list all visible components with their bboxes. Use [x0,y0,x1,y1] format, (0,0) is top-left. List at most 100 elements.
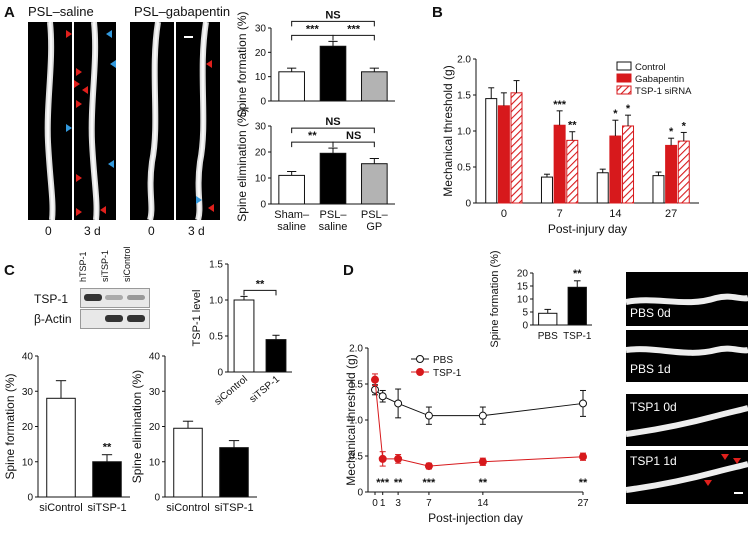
significance-label: ** [394,477,403,489]
x-tick-label: PSL– [320,209,348,221]
bar [319,152,347,205]
series-line [374,379,584,467]
micrograph-saline-0 [28,22,72,220]
bar [46,397,76,498]
y-tick-label: 0.5 [209,332,223,343]
panel-letter-d: D [343,262,354,279]
y-axis-label: Spine elimination (%) [235,108,249,221]
bar [219,447,249,498]
y-tick-label: 2.0 [349,344,363,355]
micro-time-label: 0 [45,224,52,238]
chart-A-elimination: 0102030Sham–salinePSL–salinePSL–GPSpine … [235,108,395,233]
blot-row-label-tsp1: TSP-1 [34,292,69,306]
x-tick-label: 7 [557,208,563,220]
blot-band [84,294,102,301]
x-tick-label: siTSP-1 [248,374,283,406]
y-tick-label: 30 [149,387,161,398]
significance-label: NS [325,9,340,21]
y-tick-label: 0 [522,321,528,332]
legend-label: Control [635,62,666,73]
micrograph-pbs-0d: PBS 0d [626,272,748,326]
y-axis-label: Spine formation (%) [235,11,249,117]
bar [497,105,510,204]
x-axis-label: Post-injection day [428,511,523,525]
x-tick-label: 14 [477,498,489,509]
y-tick-label: 20 [517,269,529,280]
y-axis-label: Spine elimination (%) [130,370,144,483]
y-tick-label: 2.0 [457,55,471,66]
data-point [394,454,403,463]
blot-image-actin [80,309,150,329]
series-line [374,389,584,417]
micro-title-psl-saline: PSL–saline [28,4,94,19]
x-tick-label: 3 [395,498,401,509]
blot-band [105,295,123,300]
significance-label: ** [479,477,488,489]
data-point [371,375,379,384]
y-axis-label: Mechanical threshold (g) [441,65,455,196]
significance-bracket [291,20,375,27]
y-tick-label: 20 [149,422,161,433]
bar [567,286,587,326]
data-point [424,411,433,420]
legend-label: TSP-1 siRNA [635,86,692,97]
y-tick-label: 10 [149,457,161,468]
panel-letter-b: B [432,4,443,21]
y-tick-label: 0.5 [457,163,471,174]
x-tick-label: saline [319,221,348,233]
y-tick-label: 0.5 [349,452,363,463]
x-tick-label: siControl [213,374,250,408]
legend-label: TSP-1 [433,368,462,379]
y-tick-label: 1.0 [209,296,223,307]
x-tick-label: 14 [609,208,621,220]
data-point [579,399,587,408]
significance-bracket [332,34,375,41]
bar [92,461,122,498]
y-tick-label: 40 [22,352,34,363]
y-tick-label: 40 [149,352,161,363]
bar [596,172,609,204]
x-tick-label: 27 [577,498,589,509]
y-tick-label: 1.5 [457,91,471,102]
x-tick-label: siControl [166,502,209,514]
significance-label: * [669,126,674,138]
x-tick-label: saline [277,221,306,233]
y-tick-label: 10 [517,295,529,306]
significance-bracket [291,141,334,148]
x-tick-label: 7 [426,498,432,509]
significance-bracket [291,34,334,41]
bar [652,175,665,204]
legend-marker [416,368,424,376]
panel-letter-c: C [4,262,15,279]
significance-bracket [243,289,277,296]
x-tick-label: siTSP-1 [214,502,253,514]
data-point [478,411,487,420]
x-tick-label: GP [366,221,382,233]
significance-label: NS [325,116,340,128]
bar [665,144,678,204]
significance-label: *** [347,23,361,35]
y-axis-label: Mechanical threshold (g) [344,354,358,485]
chart-C-formation: 0 10 20 30 40 siControl siTSP-1 Spine formation… [3,352,130,514]
blot-band [127,315,145,322]
y-tick-label: 1.0 [457,127,471,138]
y-tick-label: 10 [255,174,267,185]
x-tick-label: 1 [380,498,386,509]
bar [173,427,203,498]
x-tick-label: 27 [665,208,677,220]
y-axis-label: TSP-1 level [191,290,203,347]
micro-time-label: 3 d [84,224,101,238]
blot-band [105,315,123,322]
data-point [478,457,487,466]
micrograph-pbs-1d: PBS 1d [626,330,748,382]
significance-label: ** [103,442,112,454]
y-tick-label: 1.5 [349,380,363,391]
bar [485,98,498,204]
significance-label: ** [573,268,582,280]
y-tick-label: 10 [22,457,34,468]
bar [510,92,523,204]
y-tick-label: 20 [255,148,267,159]
legend-marker [416,355,424,363]
panel-letter-a: A [4,4,15,21]
